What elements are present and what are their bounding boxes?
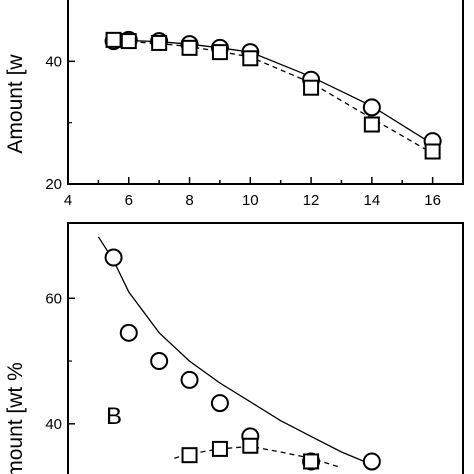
bottom-ticks: 40 60 — [45, 290, 75, 433]
top-ticks: 20 40 4 6 8 10 12 14 16 — [45, 53, 464, 209]
bottom-circle-point — [180, 370, 199, 389]
top-square-point — [151, 34, 168, 51]
x-tick-label: 8 — [185, 192, 193, 209]
bottom-square-point — [211, 440, 228, 457]
bottom-square-point — [181, 447, 198, 464]
bottom-circle-point — [362, 452, 381, 471]
x-tick-label: 16 — [424, 192, 441, 209]
bottom-circle-point — [210, 394, 229, 413]
top-circle-point — [362, 98, 381, 117]
top-square-point — [303, 79, 320, 96]
panel-label-b: B — [106, 403, 122, 430]
top-square-point — [242, 50, 259, 67]
bottom-square-point — [242, 437, 259, 454]
bottom-fit-line-solid — [97, 236, 373, 466]
bottom-data-points — [104, 248, 381, 471]
bottom-square-point — [303, 453, 320, 470]
top-data-points — [104, 30, 442, 160]
x-tick-label: 4 — [64, 192, 72, 209]
top-square-point — [211, 44, 228, 61]
bottom-y-tick-label: 40 — [45, 416, 62, 433]
top-square-point — [105, 31, 122, 48]
top-panel: 20 40 4 6 8 10 12 14 16 Amount [w — [4, 0, 464, 209]
top-y-tick-label: 40 — [45, 53, 62, 70]
top-fit-line-solid — [113, 39, 433, 145]
bottom-circle-point — [119, 323, 138, 342]
top-y-axis-title: Amount [w — [4, 54, 27, 154]
bottom-circle-point — [104, 248, 123, 267]
bottom-fit-curves — [97, 236, 373, 469]
top-square-point — [120, 33, 137, 50]
x-tick-label: 10 — [242, 192, 259, 209]
x-tick-label: 6 — [125, 192, 133, 209]
x-tick-label: 12 — [303, 192, 320, 209]
x-tick-label: 14 — [364, 192, 381, 209]
top-fit-line-dashed — [113, 40, 433, 154]
bottom-y-tick-label: 60 — [45, 290, 62, 307]
bottom-circle-point — [150, 352, 169, 371]
top-square-point — [424, 143, 441, 160]
top-y-tick-label: 20 — [45, 176, 62, 193]
bottom-y-axis-title: mount [wt % — [4, 362, 27, 474]
bottom-panel: 40 60 mount [wt % B — [4, 222, 464, 474]
top-fit-curves — [113, 39, 433, 154]
top-square-point — [181, 39, 198, 56]
top-square-point — [363, 116, 380, 133]
